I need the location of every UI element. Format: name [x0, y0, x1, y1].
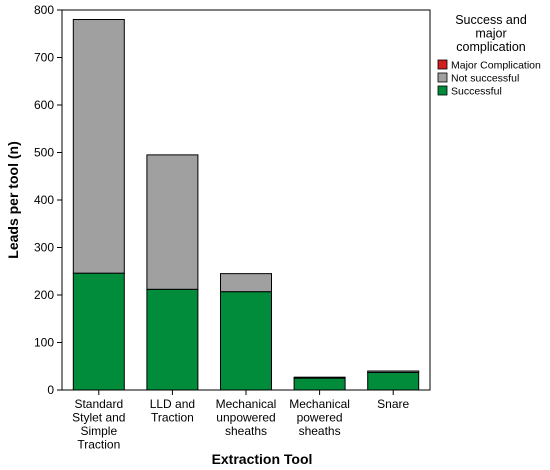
bar-segment-successful [72, 272, 125, 391]
y-tick-label: 100 [34, 336, 54, 350]
x-tick-label: Snare [377, 397, 409, 411]
legend-swatch [437, 72, 448, 83]
bar-segment-not-successful [293, 376, 346, 379]
bars [72, 19, 420, 391]
y-tick-label: 200 [34, 288, 54, 302]
bar-segment-not-successful [367, 370, 420, 373]
y-axis-title: Leads per tool (n) [5, 141, 21, 258]
x-tick-label: Standard Stylet and Simple Traction [72, 397, 125, 452]
y-tick-label: 0 [47, 383, 54, 397]
bar-segment-not-successful [72, 19, 125, 274]
legend-label: Not successful [451, 73, 519, 85]
bar-segment-not-successful [220, 273, 272, 293]
y-tick-label: 300 [34, 241, 54, 255]
y-tick-label: 400 [34, 193, 54, 207]
bar-segment-successful [293, 377, 346, 391]
bar-segment-successful [220, 291, 272, 391]
y-tick-label: 500 [34, 146, 54, 160]
y-tick-label: 700 [34, 51, 54, 65]
bar-segment-successful [146, 288, 199, 391]
legend-swatch [437, 85, 448, 96]
x-tick-label: LLD and Traction [150, 397, 195, 425]
x-tick-label: Mechanical powered sheaths [289, 397, 350, 438]
legend-label: Major Complication [451, 60, 541, 72]
bar-segment-not-successful [146, 154, 199, 290]
legend-label: Successful [451, 86, 502, 98]
legend-title: Success and major complication [455, 13, 527, 54]
legend-swatch [437, 59, 448, 70]
y-axis-ticks: 0 100 200 300 400 500 600 700 800 [34, 3, 62, 397]
y-tick-label: 600 [34, 98, 54, 112]
x-axis-tick-labels: Standard Stylet and Simple Traction LLD and T… [72, 390, 410, 452]
y-tick-label: 800 [34, 3, 54, 17]
x-axis-title: Extraction Tool [212, 451, 313, 467]
legend: Success and major complication Major Compli… [437, 13, 541, 98]
x-tick-label: Mechanical unpowered sheaths [216, 397, 277, 438]
bar-segment-successful [367, 371, 420, 391]
